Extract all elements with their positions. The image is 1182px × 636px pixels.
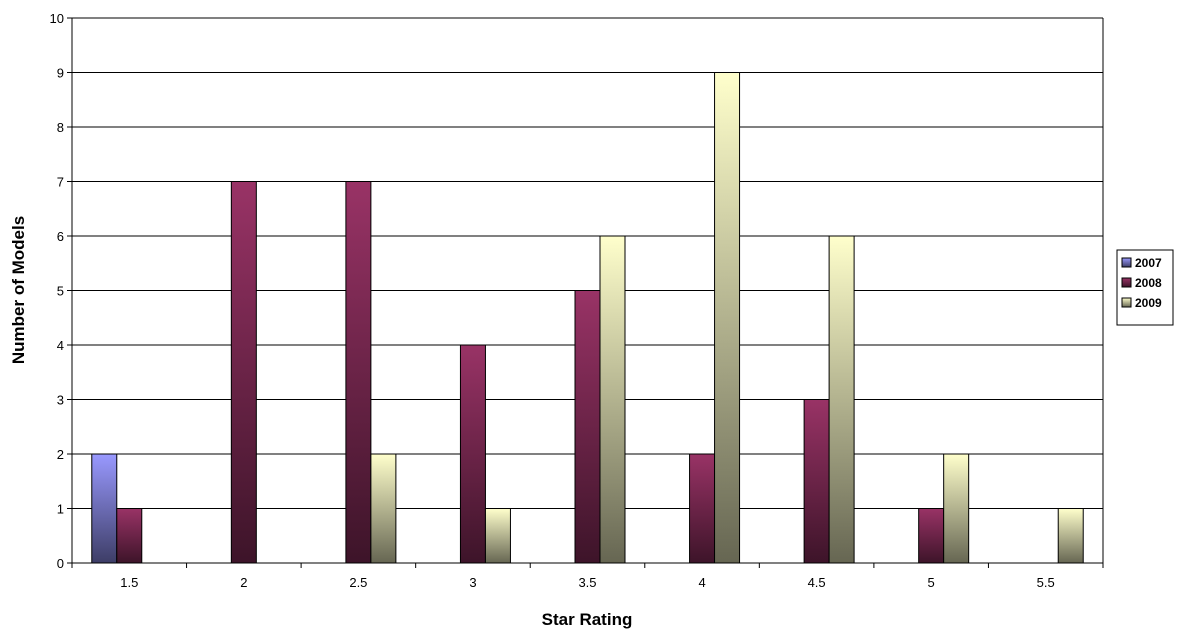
y-tick-label: 1 — [57, 502, 64, 517]
y-tick-label: 9 — [57, 66, 64, 81]
legend-swatch-2008 — [1121, 277, 1132, 288]
legend-label-2007: 2007 — [1135, 256, 1162, 270]
y-tick-labels: 0 1 2 3 4 5 6 7 8 9 10 — [50, 11, 64, 571]
legend-swatch-2009 — [1121, 297, 1132, 308]
legend: 2007 2008 2009 — [1116, 249, 1174, 326]
y-tick-label: 10 — [50, 11, 64, 26]
y-tick-label: 3 — [57, 393, 64, 408]
legend-label-2008: 2008 — [1135, 276, 1162, 290]
y-tick-label: 4 — [57, 338, 64, 353]
bar-2009-4.5 — [828, 235, 855, 564]
y-tick-label: 0 — [57, 556, 64, 571]
bar-2008-5 — [918, 508, 945, 564]
x-tick-label: 4 — [698, 575, 705, 590]
y-axis-title: Number of Models — [9, 216, 28, 364]
axes — [67, 17, 1104, 568]
bar-2008-1.5 — [116, 508, 143, 564]
bar-2009-2.5 — [370, 453, 397, 564]
y-tick-label: 8 — [57, 120, 64, 135]
y-tick-label: 2 — [57, 447, 64, 462]
x-tick-label: 4.5 — [808, 575, 826, 590]
x-tick-label: 2.5 — [349, 575, 367, 590]
x-tick-label: 2 — [240, 575, 247, 590]
bar-2008-3.5 — [574, 290, 601, 564]
bar-2009-4 — [714, 72, 741, 564]
legend-label-2009: 2009 — [1135, 296, 1162, 310]
bar-2009-3 — [484, 508, 511, 564]
x-tick-label: 3.5 — [578, 575, 596, 590]
bar-2008-3 — [459, 344, 486, 564]
bar-2008-4 — [689, 453, 716, 564]
bar-2009-5.5 — [1057, 508, 1084, 564]
legend-swatch-2007 — [1121, 257, 1132, 268]
plot-area: 0 1 2 3 4 5 6 7 8 9 10 1.5 2 2.5 3 3.5 4 4.5 5 5.5 — [50, 11, 1104, 590]
bar-2008-2 — [230, 181, 257, 564]
bars — [91, 72, 1084, 564]
bar-2009-5 — [943, 453, 970, 564]
bar-2008-4.5 — [803, 399, 830, 564]
x-axis-title: Star Rating — [542, 610, 633, 629]
x-tick-label: 3 — [469, 575, 476, 590]
bar-2009-3.5 — [599, 235, 626, 564]
bar-2007-1.5 — [91, 453, 118, 564]
x-tick-label: 5.5 — [1037, 575, 1055, 590]
x-tick-labels: 1.5 2 2.5 3 3.5 4 4.5 5 5.5 — [120, 575, 1055, 590]
bar-2008-2.5 — [345, 181, 372, 564]
y-tick-label: 5 — [57, 284, 64, 299]
x-tick-label: 5 — [928, 575, 935, 590]
x-tick-label: 1.5 — [120, 575, 138, 590]
y-tick-label: 7 — [57, 175, 64, 190]
y-tick-label: 6 — [57, 229, 64, 244]
